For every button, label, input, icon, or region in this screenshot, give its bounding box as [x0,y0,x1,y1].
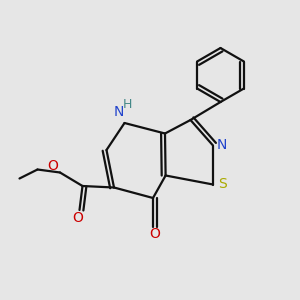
Text: O: O [73,211,83,224]
Text: O: O [47,159,58,173]
Text: N: N [114,105,124,118]
Text: H: H [123,98,132,111]
Text: O: O [149,227,160,241]
Text: N: N [217,138,227,152]
Text: S: S [218,178,227,191]
